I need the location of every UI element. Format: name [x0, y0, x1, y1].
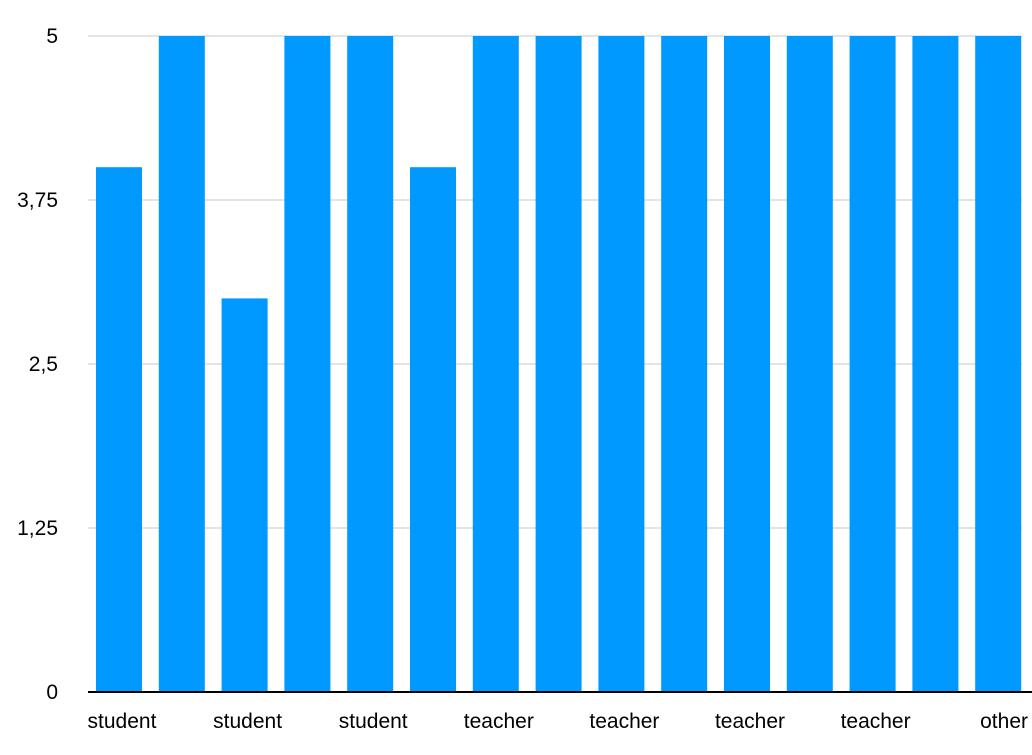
bar	[661, 36, 708, 692]
bar	[535, 36, 582, 692]
bar	[724, 36, 770, 692]
bar	[975, 36, 1022, 692]
x-tick-label: other	[980, 710, 1028, 733]
x-tick-label: teacher	[715, 710, 785, 733]
y-tick-label: 0	[46, 681, 58, 704]
bar	[284, 36, 331, 692]
bar	[410, 167, 456, 692]
x-tick-label: student	[339, 710, 408, 733]
bar	[472, 36, 519, 692]
x-tick-label: teacher	[589, 710, 659, 733]
x-tick-label: student	[88, 710, 157, 733]
bars	[96, 36, 1022, 692]
y-tick-label: 2,5	[29, 353, 58, 376]
y-axis-tick-labels: 0 1,25 2,5 3,75 5	[17, 25, 58, 704]
bar	[347, 36, 394, 692]
bar	[786, 36, 833, 692]
bar	[849, 36, 896, 692]
bar	[158, 36, 205, 692]
bar	[96, 167, 142, 692]
y-tick-label: 1,25	[17, 517, 58, 540]
bar	[912, 36, 959, 692]
bar	[598, 36, 645, 692]
x-axis-tick-labels: student student student teacher teacher teach…	[88, 710, 1028, 733]
x-tick-label: teacher	[841, 710, 911, 733]
y-tick-label: 3,75	[17, 189, 58, 212]
y-tick-label: 5	[46, 25, 58, 48]
x-tick-label: teacher	[464, 710, 534, 733]
bar	[221, 298, 268, 692]
x-tick-label: student	[213, 710, 282, 733]
